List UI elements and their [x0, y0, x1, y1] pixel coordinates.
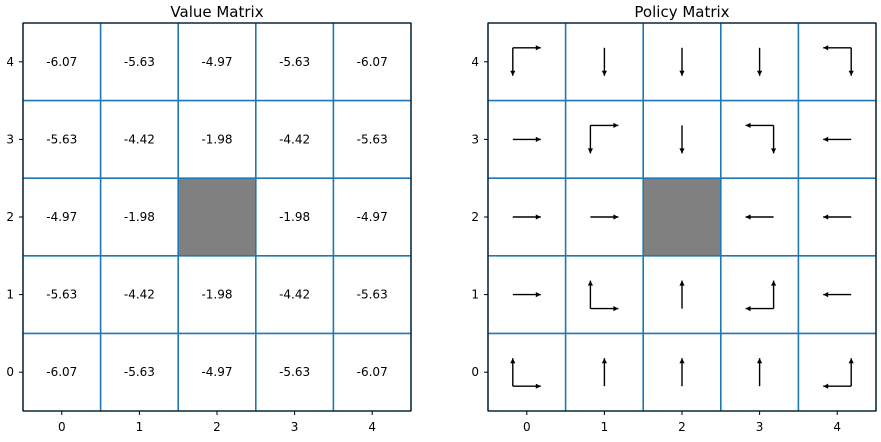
arrow-right: [512, 136, 541, 142]
y-tick-label: 0: [471, 365, 479, 379]
chart-title: Value Matrix: [170, 3, 263, 21]
x-tick-label: 1: [136, 420, 144, 434]
cell-value: -6.07: [357, 365, 388, 379]
cell-value: -1.98: [124, 210, 155, 224]
arrow-left: [823, 45, 852, 51]
cell-value: -4.97: [201, 365, 232, 379]
cell-value: -4.42: [124, 288, 155, 302]
arrow-down: [757, 47, 763, 76]
arrow-left: [745, 122, 774, 128]
y-tick-label: 3: [6, 132, 14, 146]
arrow-up: [679, 358, 685, 387]
arrow-up: [757, 358, 763, 387]
y-tick-label: 0: [6, 365, 14, 379]
arrow-up: [587, 280, 593, 309]
y-tick-label: 1: [6, 288, 14, 302]
arrow-up: [679, 280, 685, 309]
arrow-left: [745, 214, 774, 220]
x-tick-label: 4: [368, 420, 376, 434]
y-tick-label: 4: [471, 55, 479, 69]
arrow-right: [512, 292, 541, 298]
cell-value: -5.63: [279, 55, 310, 69]
value-matrix-chart: Value Matrix 0 1 2 3 4 0 1 2 3 4 -6.07 -5.63 -4.97 -5.…: [6, 3, 412, 434]
cell-value: -5.63: [124, 365, 155, 379]
cell-value: -4.97: [46, 210, 77, 224]
cell-value: -5.63: [357, 288, 388, 302]
arrow-right: [590, 214, 619, 220]
cell-value: -4.42: [279, 288, 310, 302]
cell-value: -5.63: [357, 132, 388, 146]
x-tick-label: 0: [58, 420, 66, 434]
x-tick-label: 1: [601, 420, 609, 434]
x-tick-label: 3: [291, 420, 299, 434]
arrow-left: [823, 136, 852, 142]
cell-value: -5.63: [46, 288, 77, 302]
cell-value: -5.63: [46, 132, 77, 146]
cell-value: -1.98: [201, 132, 232, 146]
policy-matrix-chart: Policy Matrix 0 1 2 3 4 0 1 2 3 4: [471, 3, 877, 434]
arrow-left: [823, 214, 852, 220]
blocked-cell: [178, 178, 256, 256]
cell-value: -4.97: [201, 55, 232, 69]
x-tick-label: 0: [523, 420, 531, 434]
arrow-right: [512, 383, 541, 389]
arrow-down: [771, 125, 777, 154]
arrow-down: [510, 47, 516, 76]
arrow-up: [510, 358, 516, 387]
x-tick-label: 2: [678, 420, 686, 434]
y-tick-label: 3: [471, 132, 479, 146]
cell-value: -6.07: [357, 55, 388, 69]
arrow-down: [848, 47, 854, 76]
arrow-right: [590, 306, 619, 312]
arrow-left: [823, 292, 852, 298]
arrow-down: [587, 125, 593, 154]
cell-value: -1.98: [279, 210, 310, 224]
x-tick-label: 4: [833, 420, 841, 434]
cell-value: -6.07: [46, 365, 77, 379]
cell-value: -6.07: [46, 55, 77, 69]
arrow-right: [512, 45, 541, 51]
arrow-up: [848, 358, 854, 387]
arrow-left: [823, 383, 852, 389]
arrow-down: [601, 47, 607, 76]
cell-value: -4.97: [357, 210, 388, 224]
arrow-up: [771, 280, 777, 309]
blocked-cell: [643, 178, 721, 256]
x-tick-label: 3: [756, 420, 764, 434]
cell-value: -5.63: [124, 55, 155, 69]
arrow-down: [679, 125, 685, 154]
arrow-left: [745, 306, 774, 312]
chart-title: Policy Matrix: [634, 3, 729, 21]
x-tick-label: 2: [213, 420, 221, 434]
arrow-down: [679, 47, 685, 76]
cell-value: -4.42: [279, 132, 310, 146]
cell-value: -4.42: [124, 132, 155, 146]
arrow-up: [601, 358, 607, 387]
cell-value: -1.98: [201, 288, 232, 302]
arrow-right: [512, 214, 541, 220]
y-tick-label: 1: [471, 288, 479, 302]
y-tick-label: 2: [471, 210, 479, 224]
cell-value: -5.63: [279, 365, 310, 379]
arrow-right: [590, 122, 619, 128]
y-tick-label: 2: [6, 210, 14, 224]
y-tick-label: 4: [6, 55, 14, 69]
